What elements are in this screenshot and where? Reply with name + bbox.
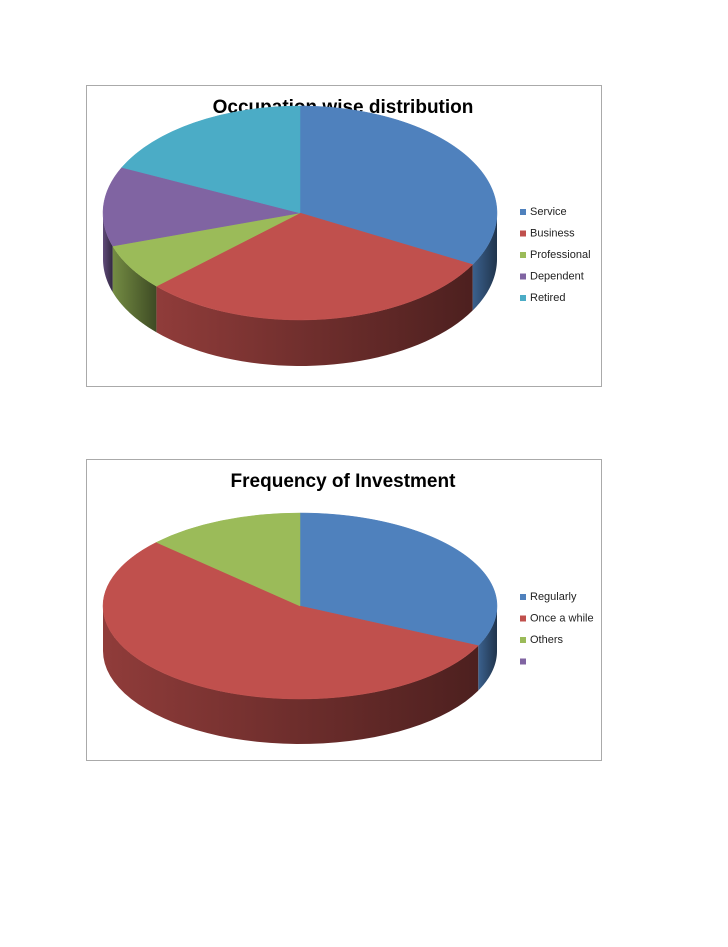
legend-label: Regularly <box>530 591 577 603</box>
pie-slice <box>121 105 301 214</box>
legend-swatch <box>520 594 526 600</box>
slice-side <box>112 246 157 333</box>
pie-slice <box>102 542 479 700</box>
legend-swatch <box>520 615 526 622</box>
pie-slice <box>155 512 301 607</box>
legend-label: Once a while <box>530 612 594 624</box>
slice-side <box>103 606 479 744</box>
legend-swatch <box>520 637 526 643</box>
slice-side <box>156 264 473 366</box>
legend-label: Dependent <box>530 270 584 282</box>
legend-label: Retired <box>530 292 565 304</box>
legend-swatch <box>520 295 526 301</box>
slice-side <box>103 213 113 293</box>
legend-label: Business <box>530 227 575 239</box>
legend-label: Others <box>530 634 564 646</box>
legend-swatch <box>520 273 526 280</box>
slice-side <box>472 213 497 311</box>
pie-slice <box>102 167 301 247</box>
legend-swatch <box>520 252 526 258</box>
slice-side <box>478 606 497 691</box>
legend-swatch <box>520 658 526 665</box>
pie-slice <box>299 512 498 646</box>
legend-label: Service <box>530 206 567 218</box>
pie-slice <box>155 212 474 321</box>
pie-slice <box>299 105 498 265</box>
legend-label: Professional <box>530 249 591 261</box>
legend-swatch <box>520 230 526 237</box>
legend-swatch <box>520 209 526 215</box>
chart-title: Frequency of Investment <box>231 471 457 492</box>
